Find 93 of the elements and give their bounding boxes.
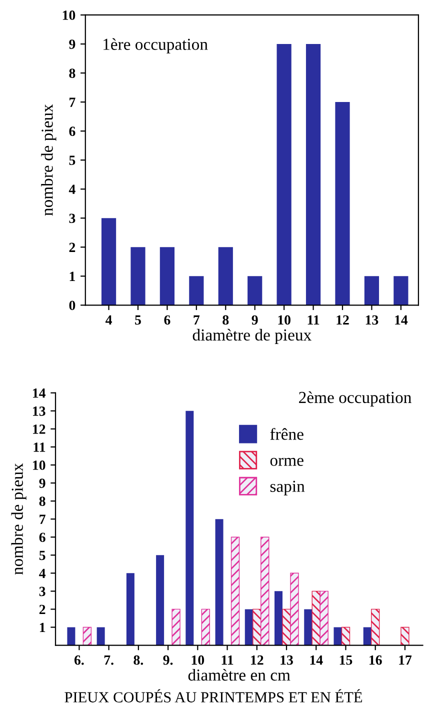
x-tick-label: 11 [308, 315, 320, 325]
x-tick-label: 10 [192, 655, 204, 665]
bar [156, 555, 164, 646]
bar [189, 276, 204, 306]
x-axis-title: diamètre de pieux [192, 328, 312, 344]
x-tick-label: 9 [252, 315, 258, 325]
bar [304, 609, 312, 646]
y-tick-label: 6 [39, 532, 46, 542]
y-tick-label: 10 [62, 10, 76, 20]
bar [244, 609, 253, 646]
bar [312, 590, 320, 646]
y-tick-label: 3 [69, 214, 76, 224]
y-tick-label: 8 [39, 496, 46, 506]
bar [341, 626, 350, 646]
x-tick-label: 8. [134, 655, 144, 665]
bar [306, 44, 321, 306]
bar [394, 276, 408, 306]
text: 1ère occupation [104, 38, 208, 54]
y-axis-title: nombre de pieux [41, 104, 56, 216]
x-tick-label: 9. [163, 655, 173, 665]
y-tick-label: 1 [40, 622, 46, 632]
bar [215, 519, 224, 646]
x-tick-label: 7. [104, 656, 114, 665]
y-tick-label: 2 [69, 242, 76, 252]
bar [82, 626, 92, 646]
x-tick-label: 14 [310, 655, 323, 665]
y-tick-label: 11 [34, 442, 46, 452]
x-tick-label: 11 [222, 655, 234, 665]
x-tick-label: 8 [222, 315, 229, 325]
y-tick-label: 0 [69, 300, 76, 310]
x-tick-label: 12 [251, 655, 264, 665]
bar [335, 102, 350, 306]
x-tick-label: 12 [336, 315, 349, 325]
x-tick-label: 13 [280, 655, 293, 665]
bar [230, 536, 240, 646]
bar [400, 626, 410, 646]
y-tick-label: 2 [39, 604, 46, 614]
y-axis-title: nombre de pieux [11, 463, 26, 575]
y-tick-label: 10 [33, 460, 46, 470]
bar [248, 276, 262, 306]
legend-label: orme [270, 458, 304, 466]
x-tick-label: 17 [399, 655, 412, 665]
bar [274, 591, 283, 646]
x-tick-label: 6 [164, 315, 170, 325]
bar [67, 627, 76, 646]
bar [363, 627, 372, 646]
x-tick-label: 13 [366, 315, 378, 325]
x-tick-label: 4 [105, 315, 112, 325]
y-tick-label: 7 [40, 514, 46, 524]
x-tick-label: 10 [278, 315, 290, 325]
x-tick-label: 5 [135, 315, 141, 325]
bar [252, 608, 262, 646]
y-tick-label: 7 [70, 98, 76, 107]
bar [126, 573, 134, 646]
bar [186, 410, 194, 646]
y-tick-label: 1 [70, 272, 75, 281]
y-tick-label: 5 [39, 550, 46, 560]
bar [364, 276, 380, 306]
bar [96, 627, 105, 646]
bar [282, 608, 291, 646]
bar [218, 247, 233, 306]
bar [290, 572, 299, 646]
x-tick-label: 14 [395, 315, 408, 325]
y-tick-label: 13 [33, 406, 46, 416]
y-tick-label: 5 [69, 156, 76, 166]
legend-label: sapin [270, 480, 305, 496]
y-tick-label: 12 [33, 424, 46, 434]
bar [130, 247, 146, 306]
bar [160, 247, 175, 306]
y-tick-label: 4 [39, 568, 46, 578]
y-tick-label: 14 [33, 388, 46, 398]
bar [334, 627, 342, 646]
x-tick-label: 15 [340, 655, 352, 665]
x-tick-label: 16 [370, 655, 382, 665]
bar [172, 608, 180, 646]
x-axis-title: diamètre en cm [188, 668, 290, 681]
bar [276, 44, 292, 306]
y-tick-label: 4 [68, 184, 76, 194]
y-tick-label: 6 [69, 126, 76, 136]
chart-title: 2ème occupation [299, 391, 412, 407]
bar [371, 608, 380, 646]
bar [320, 590, 328, 646]
y-tick-label: 3 [39, 586, 46, 596]
bar [101, 218, 116, 306]
x-tick-label: 6. [74, 655, 84, 665]
bar [201, 608, 210, 646]
y-tick-label: 8 [69, 68, 76, 78]
y-tick-label: 9 [39, 478, 46, 488]
bar [260, 536, 270, 646]
text: PIEUX COUPÉS AU PRINTEMPS ET EN ÉTÉ [64, 689, 362, 702]
x-tick-label: 7 [194, 315, 200, 325]
legend-label: frêne [270, 428, 304, 440]
y-tick-label: 9 [69, 40, 76, 49]
